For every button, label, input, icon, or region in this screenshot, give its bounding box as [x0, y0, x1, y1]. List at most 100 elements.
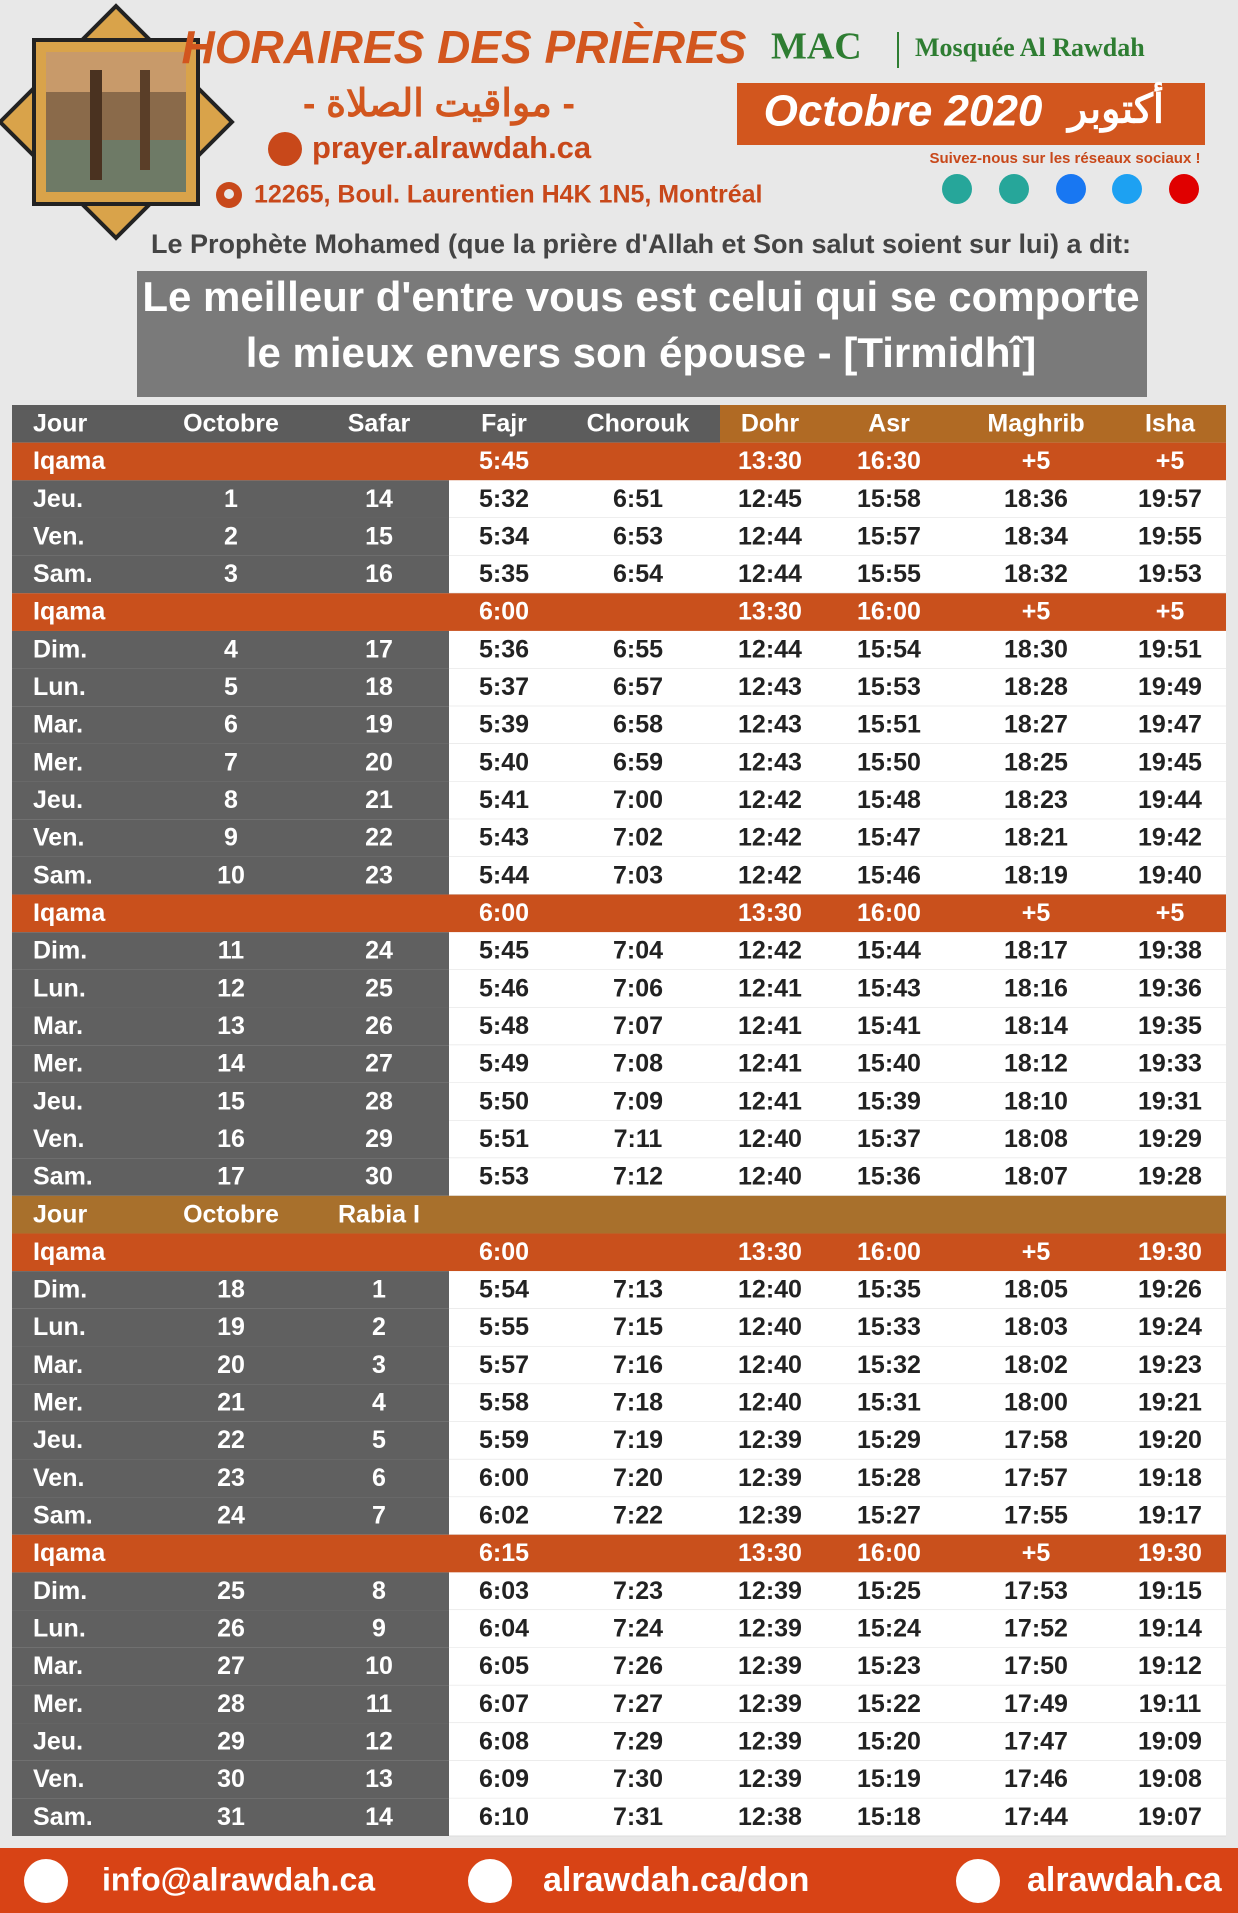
day-cell: 11	[366, 1690, 393, 1718]
day-cell: 5:34	[479, 522, 529, 550]
day-cell: 7:16	[613, 1351, 663, 1379]
day-bg	[449, 1045, 1226, 1083]
day-cell: 19:11	[1139, 1690, 1202, 1718]
day-cell: 6:10	[479, 1803, 529, 1831]
day-cell: 17:49	[1004, 1690, 1068, 1718]
day-cell: 28	[217, 1690, 245, 1718]
day-bg	[449, 1346, 1226, 1385]
day-cell: 12:42	[738, 786, 802, 814]
day-cell: 7:15	[613, 1313, 663, 1341]
day-cell: 15:31	[857, 1389, 921, 1417]
iqama-cell: 16:00	[857, 1539, 921, 1567]
day-cell: 6:59	[613, 748, 663, 776]
quote-box	[137, 271, 1147, 397]
day-bg	[12, 1685, 449, 1724]
day-cell: 12:44	[738, 560, 802, 588]
day-bg	[449, 1572, 1226, 1611]
iqama-cell: 13:30	[738, 447, 802, 475]
day-cell: 28	[365, 1087, 393, 1115]
day-cell: 17:58	[1004, 1426, 1068, 1454]
day-cell: 15:18	[857, 1803, 921, 1831]
day-cell: 15:50	[857, 748, 921, 776]
day-bg	[12, 706, 449, 744]
day-cell: Jeu.	[33, 786, 83, 814]
day-cell: 19:40	[1138, 861, 1202, 889]
day-cell: 15:29	[857, 1426, 921, 1454]
day-bg	[12, 1723, 449, 1761]
iqama-cell: +5	[1022, 1539, 1051, 1567]
day-cell: 15:25	[857, 1577, 921, 1605]
day-bg	[12, 1082, 449, 1121]
day-bg	[449, 1421, 1226, 1460]
day-cell: 1	[224, 485, 238, 513]
day-cell: 19:14	[1138, 1614, 1202, 1642]
day-cell: 5:45	[479, 937, 529, 965]
day-cell: 15:48	[857, 786, 921, 814]
day-cell: Lun.	[33, 1313, 86, 1341]
day-bg	[449, 555, 1226, 594]
day-cell: Lun.	[33, 673, 86, 701]
day-cell: Dim.	[33, 1276, 87, 1304]
day-bg	[449, 781, 1226, 820]
day-bg	[12, 1158, 449, 1196]
day-cell: 15:57	[857, 522, 921, 550]
day-bg	[12, 1421, 449, 1460]
day-cell: 18:07	[1004, 1163, 1068, 1191]
iqama-cell: 13:30	[738, 1238, 802, 1266]
day-cell: 6:04	[479, 1614, 529, 1642]
iqama-cell: 6:00	[479, 1238, 529, 1266]
day-cell: 26	[217, 1614, 245, 1642]
day-cell: 23	[217, 1464, 245, 1492]
day-cell: 6:00	[479, 1464, 529, 1492]
day-cell: 13	[217, 1012, 245, 1040]
day-bg	[449, 1610, 1226, 1648]
day-cell: 18:03	[1004, 1313, 1068, 1341]
day-cell: 6	[372, 1464, 386, 1492]
day-cell: 17:47	[1004, 1727, 1068, 1755]
day-bg	[12, 1647, 449, 1686]
day-cell: 19:31	[1138, 1087, 1202, 1115]
day-cell: 15:28	[857, 1464, 921, 1492]
day-cell: 5:32	[479, 485, 529, 513]
day-cell: 5:37	[479, 673, 529, 701]
day-cell: 12:39	[738, 1765, 802, 1793]
day-cell: 7:22	[613, 1502, 663, 1530]
day-cell: 18:34	[1004, 522, 1068, 550]
day-cell: 4	[372, 1389, 386, 1417]
day-cell: 12:40	[738, 1276, 802, 1304]
day-cell: 5:48	[479, 1012, 529, 1040]
day-cell: 29	[365, 1125, 393, 1153]
day-bg	[12, 969, 449, 1008]
day-bg	[449, 1647, 1226, 1686]
day-cell: 18	[217, 1276, 245, 1304]
day-cell: 15:24	[857, 1614, 921, 1642]
iqama-cell: Iqama	[33, 899, 106, 927]
header-cell: Fajr	[481, 409, 527, 437]
day-cell: 18:12	[1004, 1050, 1068, 1078]
day-cell: Sam.	[33, 861, 93, 889]
quote-line: le mieux envers son épouse - [Tirmidhî]	[246, 329, 1036, 376]
day-cell: 19:15	[1138, 1577, 1202, 1605]
iqama-cell: 13:30	[738, 899, 802, 927]
day-cell: Ven.	[33, 1125, 84, 1153]
day-cell: 19:35	[1138, 1012, 1202, 1040]
day-cell: 7:09	[613, 1087, 663, 1115]
day-cell: 18:17	[1004, 937, 1068, 965]
day-cell: 17:53	[1004, 1577, 1068, 1605]
day-cell: 5:44	[479, 861, 529, 889]
day-cell: 21	[365, 786, 393, 814]
day-cell: 12:40	[738, 1125, 802, 1153]
day-cell: 24	[217, 1502, 245, 1530]
day-cell: Mar.	[33, 1351, 83, 1379]
month-arabic: أكتوبر	[1065, 81, 1164, 134]
month: Octobre 2020	[764, 87, 1043, 136]
day-cell: Sam.	[33, 1502, 93, 1530]
day-cell: Lun.	[33, 1614, 86, 1642]
day-cell: 22	[365, 824, 393, 852]
day-bg	[449, 1685, 1226, 1724]
day-cell: 7:26	[613, 1652, 663, 1680]
day-cell: 15:39	[857, 1087, 921, 1115]
social-caption: Suivez-nous sur les réseaux sociaux !	[930, 150, 1201, 167]
day-cell: 5:50	[479, 1087, 529, 1115]
